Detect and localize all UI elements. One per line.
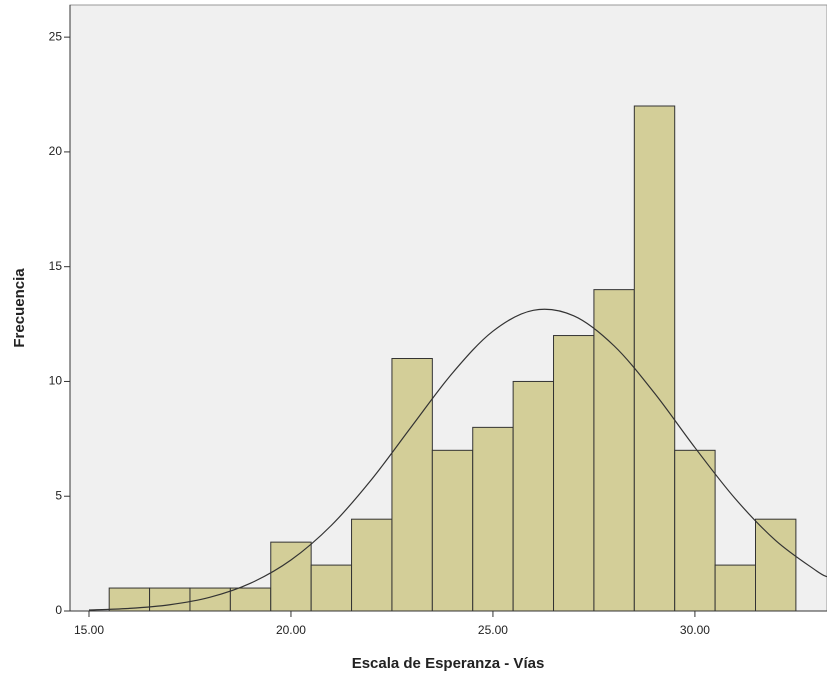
bar bbox=[229, 587, 272, 612]
bar bbox=[431, 449, 474, 612]
bar bbox=[149, 587, 191, 612]
bar bbox=[310, 564, 353, 612]
bar bbox=[755, 518, 797, 612]
y-tick-label: 5 bbox=[55, 488, 62, 502]
y-tick-label: 10 bbox=[49, 374, 63, 388]
y-tick-label: 15 bbox=[49, 259, 63, 273]
bar bbox=[472, 426, 514, 612]
y-axis-label: Frecuencia bbox=[11, 268, 28, 348]
y-tick-label: 25 bbox=[49, 29, 63, 43]
x-axis-label: Escala de Esperanza - Vías bbox=[352, 655, 545, 672]
bar bbox=[633, 105, 676, 612]
bar bbox=[351, 518, 393, 612]
bar bbox=[512, 380, 555, 612]
bar bbox=[270, 541, 312, 612]
bar bbox=[553, 335, 595, 612]
y-tick-label: 0 bbox=[55, 603, 62, 617]
y-tick-label: 20 bbox=[49, 144, 63, 158]
bar bbox=[189, 587, 231, 612]
bar bbox=[674, 449, 716, 612]
bar bbox=[391, 358, 433, 612]
x-tick-label: 25.00 bbox=[478, 623, 508, 637]
x-tick-label: 20.00 bbox=[276, 623, 306, 637]
x-tick-label: 30.00 bbox=[680, 623, 710, 637]
x-tick-label: 15.00 bbox=[74, 623, 104, 637]
normal-curve bbox=[88, 308, 827, 611]
bar bbox=[593, 289, 635, 612]
bar bbox=[714, 564, 757, 612]
